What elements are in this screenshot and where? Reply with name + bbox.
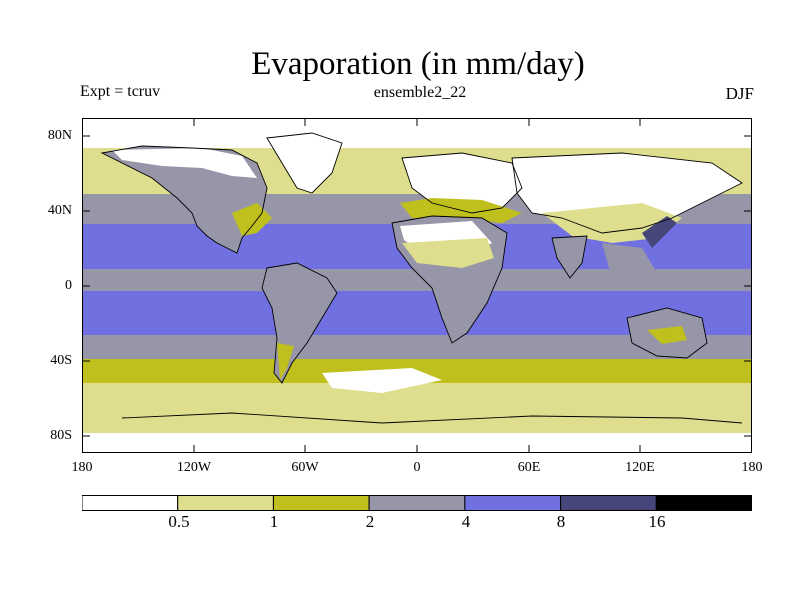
colorbar-label-8: 8: [556, 512, 566, 531]
evaporation-map: [82, 118, 752, 453]
sa-south: [277, 343, 294, 380]
lat-tick-0: 0: [65, 278, 72, 293]
sahel: [402, 238, 494, 268]
ensemble-label: ensemble2_22: [373, 84, 467, 101]
south-white-atlantic: [322, 368, 442, 393]
colorbar-label-16: 16: [648, 512, 666, 531]
se-asia: [602, 243, 657, 288]
lat-tick-80s: 80S: [50, 428, 72, 443]
season-label: DJF: [725, 84, 754, 103]
colorbar: [81, 495, 753, 511]
lon-tick-180w: 180: [71, 460, 93, 475]
lon-tick-60w: 60W: [291, 460, 319, 475]
band-equator: [82, 269, 752, 291]
experiment-label: Expt = tcruv: [80, 83, 161, 100]
map-title: Evaporation (in mm/day): [251, 46, 585, 82]
lon-tick-120w: 120W: [176, 460, 212, 475]
lat-tick-40n: 40N: [47, 203, 72, 218]
lat-tick-40s: 40S: [50, 353, 72, 368]
colorbar-swatch-1: [177, 495, 274, 511]
lon-tick-60e: 60E: [517, 460, 541, 475]
kuroshio: [642, 216, 677, 248]
canada-cold: [112, 148, 257, 178]
australia-inland: [647, 326, 687, 344]
lon-tick-0: 0: [413, 460, 421, 475]
colorbar-label-1: 1: [269, 512, 279, 531]
colorbar-swatch-4: [464, 495, 562, 511]
lat-tick-80n: 80N: [47, 128, 72, 143]
colorbar-swatch-2: [272, 495, 370, 511]
colorbar-label-4: 4: [461, 512, 471, 531]
lon-tick-120e: 120E: [625, 460, 655, 475]
colorbar-label-0-5: 0.5: [168, 512, 190, 531]
colorbar-swatch-5: [560, 495, 657, 511]
colorbar-swatch-0: [81, 495, 179, 511]
lon-tick-180e: 180: [741, 460, 763, 475]
colorbar-label-2: 2: [365, 512, 375, 531]
coastlines: [100, 132, 743, 424]
band-southern-ocean: [82, 383, 752, 433]
colorbar-swatch-3: [368, 495, 466, 511]
greenland: [267, 133, 342, 193]
map-ticks: [82, 118, 752, 453]
band-antarctic: [82, 433, 752, 453]
colorbar-swatch-6: [655, 495, 753, 511]
